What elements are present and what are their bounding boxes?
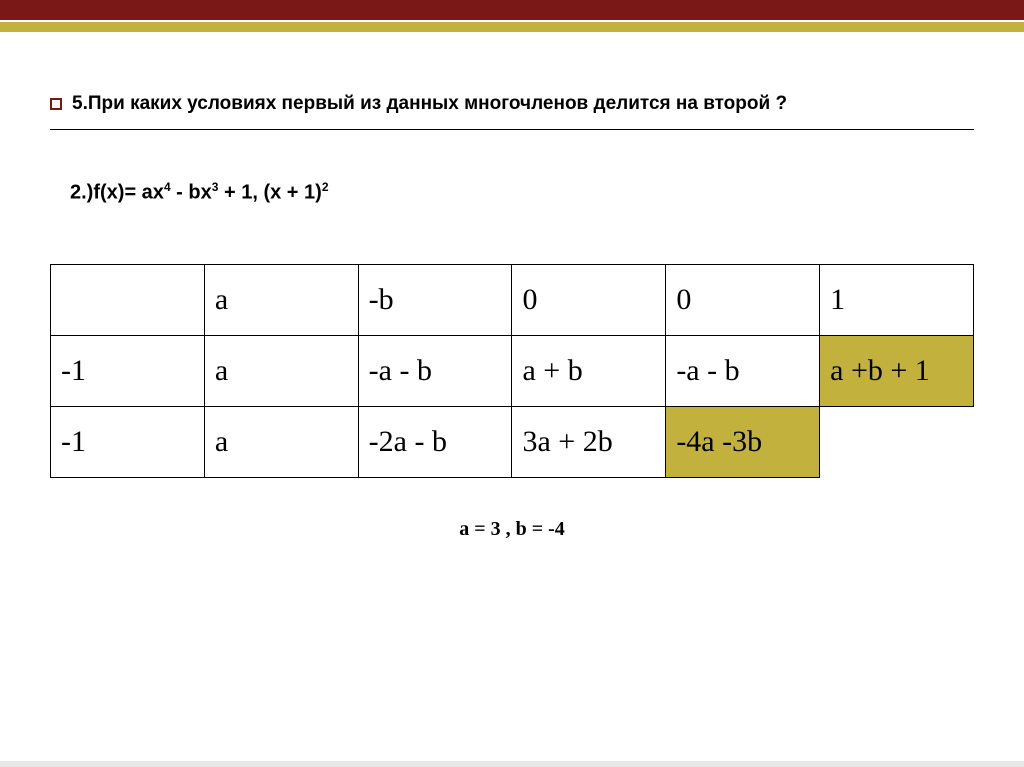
header-bar-sub bbox=[0, 22, 1024, 32]
table-cell: 1 bbox=[820, 265, 974, 336]
table-row: -1a-2a - b3a + 2b-4a -3b bbox=[51, 407, 974, 478]
table-cell: a bbox=[204, 407, 358, 478]
table-cell: -1 bbox=[51, 336, 205, 407]
slide-title: 5.При каких условиях первый из данных мн… bbox=[50, 93, 787, 114]
table-cell: -b bbox=[358, 265, 512, 336]
table-row: -1a-a - ba + b-a - ba +b + 1 bbox=[51, 336, 974, 407]
table-cell: a bbox=[204, 265, 358, 336]
table-cell: a + b bbox=[512, 336, 666, 407]
slide-content: 5.При каких условиях первый из данных мн… bbox=[0, 32, 1024, 541]
table-cell: 0 bbox=[512, 265, 666, 336]
title-block: 5.При каких условиях первый из данных мн… bbox=[50, 92, 974, 117]
horner-table: a-b001-1a-a - ba + b-a - ba +b + 1-1a-2a… bbox=[50, 264, 974, 478]
header-bar-top bbox=[0, 0, 1024, 20]
table-cell: -a - b bbox=[358, 336, 512, 407]
table-cell: 0 bbox=[666, 265, 820, 336]
title-text: 5.При каких условиях первый из данных мн… bbox=[72, 93, 787, 114]
horner-table-wrap: a-b001-1a-a - ba + b-a - ba +b + 1-1a-2a… bbox=[50, 264, 974, 478]
table-cell: a +b + 1 bbox=[820, 336, 974, 407]
table-cell bbox=[51, 265, 205, 336]
title-underline bbox=[50, 129, 974, 130]
table-cell: 3a + 2b bbox=[512, 407, 666, 478]
table-row: a-b001 bbox=[51, 265, 974, 336]
bottom-shadow bbox=[0, 761, 1024, 767]
table-cell bbox=[820, 407, 974, 478]
table-cell: -4a -3b bbox=[666, 407, 820, 478]
answer-line: a = 3 , b = -4 bbox=[50, 518, 974, 541]
title-bullet-icon bbox=[50, 98, 62, 110]
table-cell: -1 bbox=[51, 407, 205, 478]
formula-line: 2.)f(x)= ax4 - bx3 + 1, (x + 1)2 bbox=[70, 180, 974, 205]
table-cell: a bbox=[204, 336, 358, 407]
table-cell: -2a - b bbox=[358, 407, 512, 478]
table-cell: -a - b bbox=[666, 336, 820, 407]
